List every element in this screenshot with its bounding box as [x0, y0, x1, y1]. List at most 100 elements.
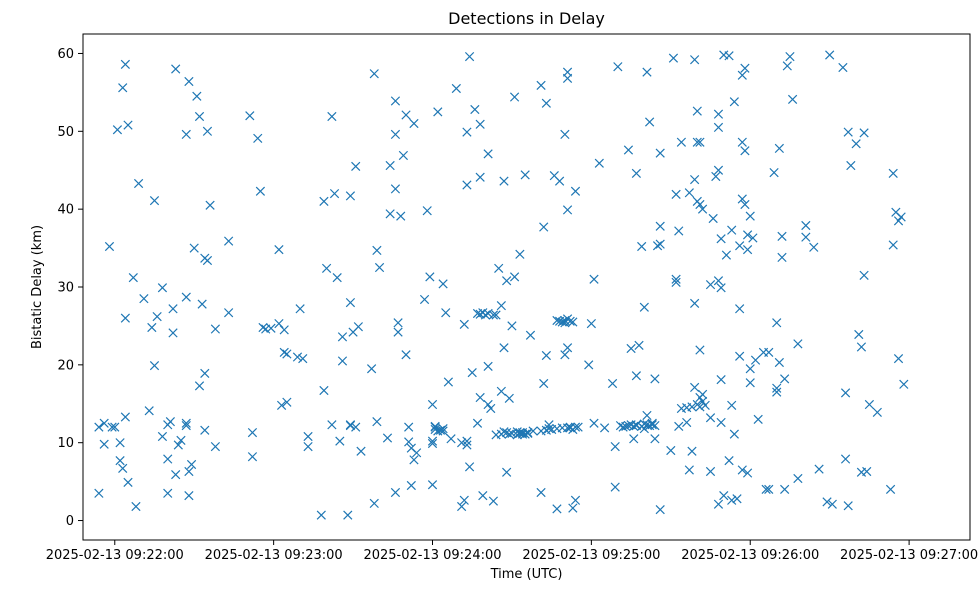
- data-point: [316, 510, 326, 520]
- data-point: [642, 410, 652, 421]
- data-point: [716, 283, 726, 293]
- data-point: [565, 316, 575, 326]
- data-point: [570, 495, 581, 505]
- data-point: [430, 421, 440, 431]
- data-point: [536, 80, 546, 91]
- x-tick-label: 2025-02-13 09:27:00: [840, 548, 978, 563]
- data-point: [690, 55, 700, 65]
- data-point: [896, 212, 906, 222]
- data-point: [398, 150, 409, 161]
- data-point: [401, 350, 411, 360]
- data-point: [772, 383, 782, 393]
- data-point: [539, 378, 549, 389]
- data-point: [343, 510, 353, 520]
- data-point: [107, 422, 117, 432]
- data-point: [697, 396, 708, 407]
- data-point: [438, 426, 448, 436]
- data-point: [785, 51, 795, 62]
- data-point: [515, 249, 525, 259]
- data-point: [168, 328, 178, 338]
- data-point: [499, 427, 509, 437]
- y-tick-label: 20: [57, 358, 74, 373]
- data-point: [650, 434, 660, 444]
- data-point: [843, 127, 853, 137]
- data-point: [827, 499, 837, 509]
- data-point: [687, 402, 697, 412]
- data-point: [695, 137, 705, 147]
- data-point: [676, 137, 687, 147]
- data-point: [247, 452, 258, 462]
- data-point: [457, 501, 467, 512]
- data-point: [705, 466, 716, 477]
- data-point: [356, 446, 366, 456]
- data-point: [123, 120, 133, 130]
- data-point: [822, 497, 832, 507]
- data-point: [854, 329, 864, 340]
- data-point: [893, 216, 904, 226]
- data-point: [303, 431, 313, 442]
- data-point: [353, 322, 363, 332]
- data-point: [655, 221, 665, 231]
- data-point: [655, 505, 665, 515]
- data-point: [552, 504, 562, 514]
- data-point: [157, 283, 168, 293]
- data-point: [637, 241, 647, 252]
- data-point: [631, 168, 642, 178]
- data-point: [507, 321, 517, 331]
- data-point: [475, 172, 485, 182]
- data-point: [181, 129, 191, 140]
- data-point: [692, 106, 702, 116]
- data-point: [292, 352, 303, 362]
- data-point: [390, 96, 401, 106]
- data-point: [629, 434, 639, 444]
- data-point: [859, 270, 869, 280]
- data-point: [345, 191, 356, 201]
- data-point: [327, 111, 337, 122]
- data-point: [520, 429, 530, 439]
- data-point: [631, 371, 642, 381]
- data-point: [893, 353, 904, 364]
- data-point: [435, 425, 446, 435]
- data-point: [695, 402, 705, 412]
- data-point: [99, 418, 109, 428]
- data-point: [562, 205, 573, 215]
- data-point: [184, 76, 194, 87]
- data-point: [724, 455, 734, 466]
- data-point: [748, 233, 758, 243]
- data-point: [740, 146, 750, 156]
- data-point: [457, 438, 467, 448]
- data-point: [475, 119, 485, 129]
- data-point: [690, 298, 700, 308]
- data-point: [801, 232, 811, 242]
- data-point: [459, 319, 469, 329]
- data-point: [427, 399, 438, 410]
- data-point: [94, 488, 104, 498]
- data-point: [282, 397, 292, 407]
- data-point: [742, 230, 753, 240]
- data-point: [862, 466, 872, 477]
- data-point: [740, 63, 750, 73]
- data-point: [118, 83, 128, 93]
- data-point: [772, 318, 782, 328]
- y-tick-label: 50: [57, 125, 74, 140]
- data-point: [499, 343, 509, 353]
- data-point: [586, 318, 596, 329]
- data-point: [674, 226, 684, 236]
- data-point: [483, 399, 493, 410]
- plot-area: [83, 34, 970, 540]
- data-point: [787, 94, 798, 105]
- data-point: [404, 437, 414, 447]
- data-point: [825, 50, 835, 60]
- data-point: [840, 388, 851, 398]
- data-point: [626, 343, 636, 354]
- data-point: [557, 317, 567, 327]
- data-point: [351, 422, 361, 432]
- data-point: [644, 117, 655, 127]
- y-tick-label: 0: [66, 514, 74, 529]
- data-point: [253, 133, 263, 143]
- data-point: [128, 273, 138, 283]
- data-point: [486, 403, 496, 414]
- data-point: [735, 241, 745, 251]
- data-point: [764, 347, 774, 358]
- data-point: [494, 263, 504, 273]
